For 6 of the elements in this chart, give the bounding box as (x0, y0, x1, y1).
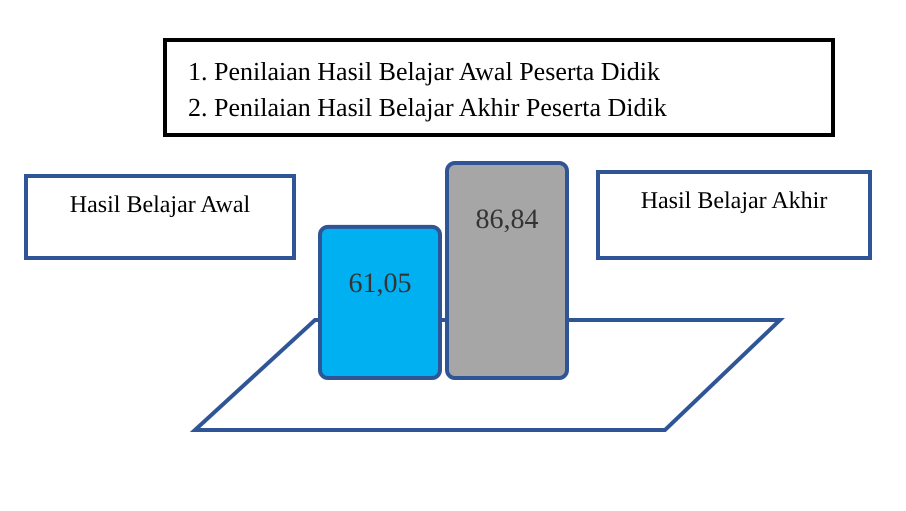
data-label: 86,84 (476, 204, 538, 235)
x-tick-label: Hasil Belajar Awal (70, 192, 251, 218)
chart-title: 1. Penilaian Hasil Belajar Awal Peserta Didik (188, 57, 660, 86)
data-label: 61,05 (348, 268, 412, 299)
x-tick-label: Hasil Belajar Akhir (640, 188, 828, 214)
chart-subtitle: 2. Penilaian Hasil Belajar Akhir Peserta Didik (188, 93, 667, 122)
